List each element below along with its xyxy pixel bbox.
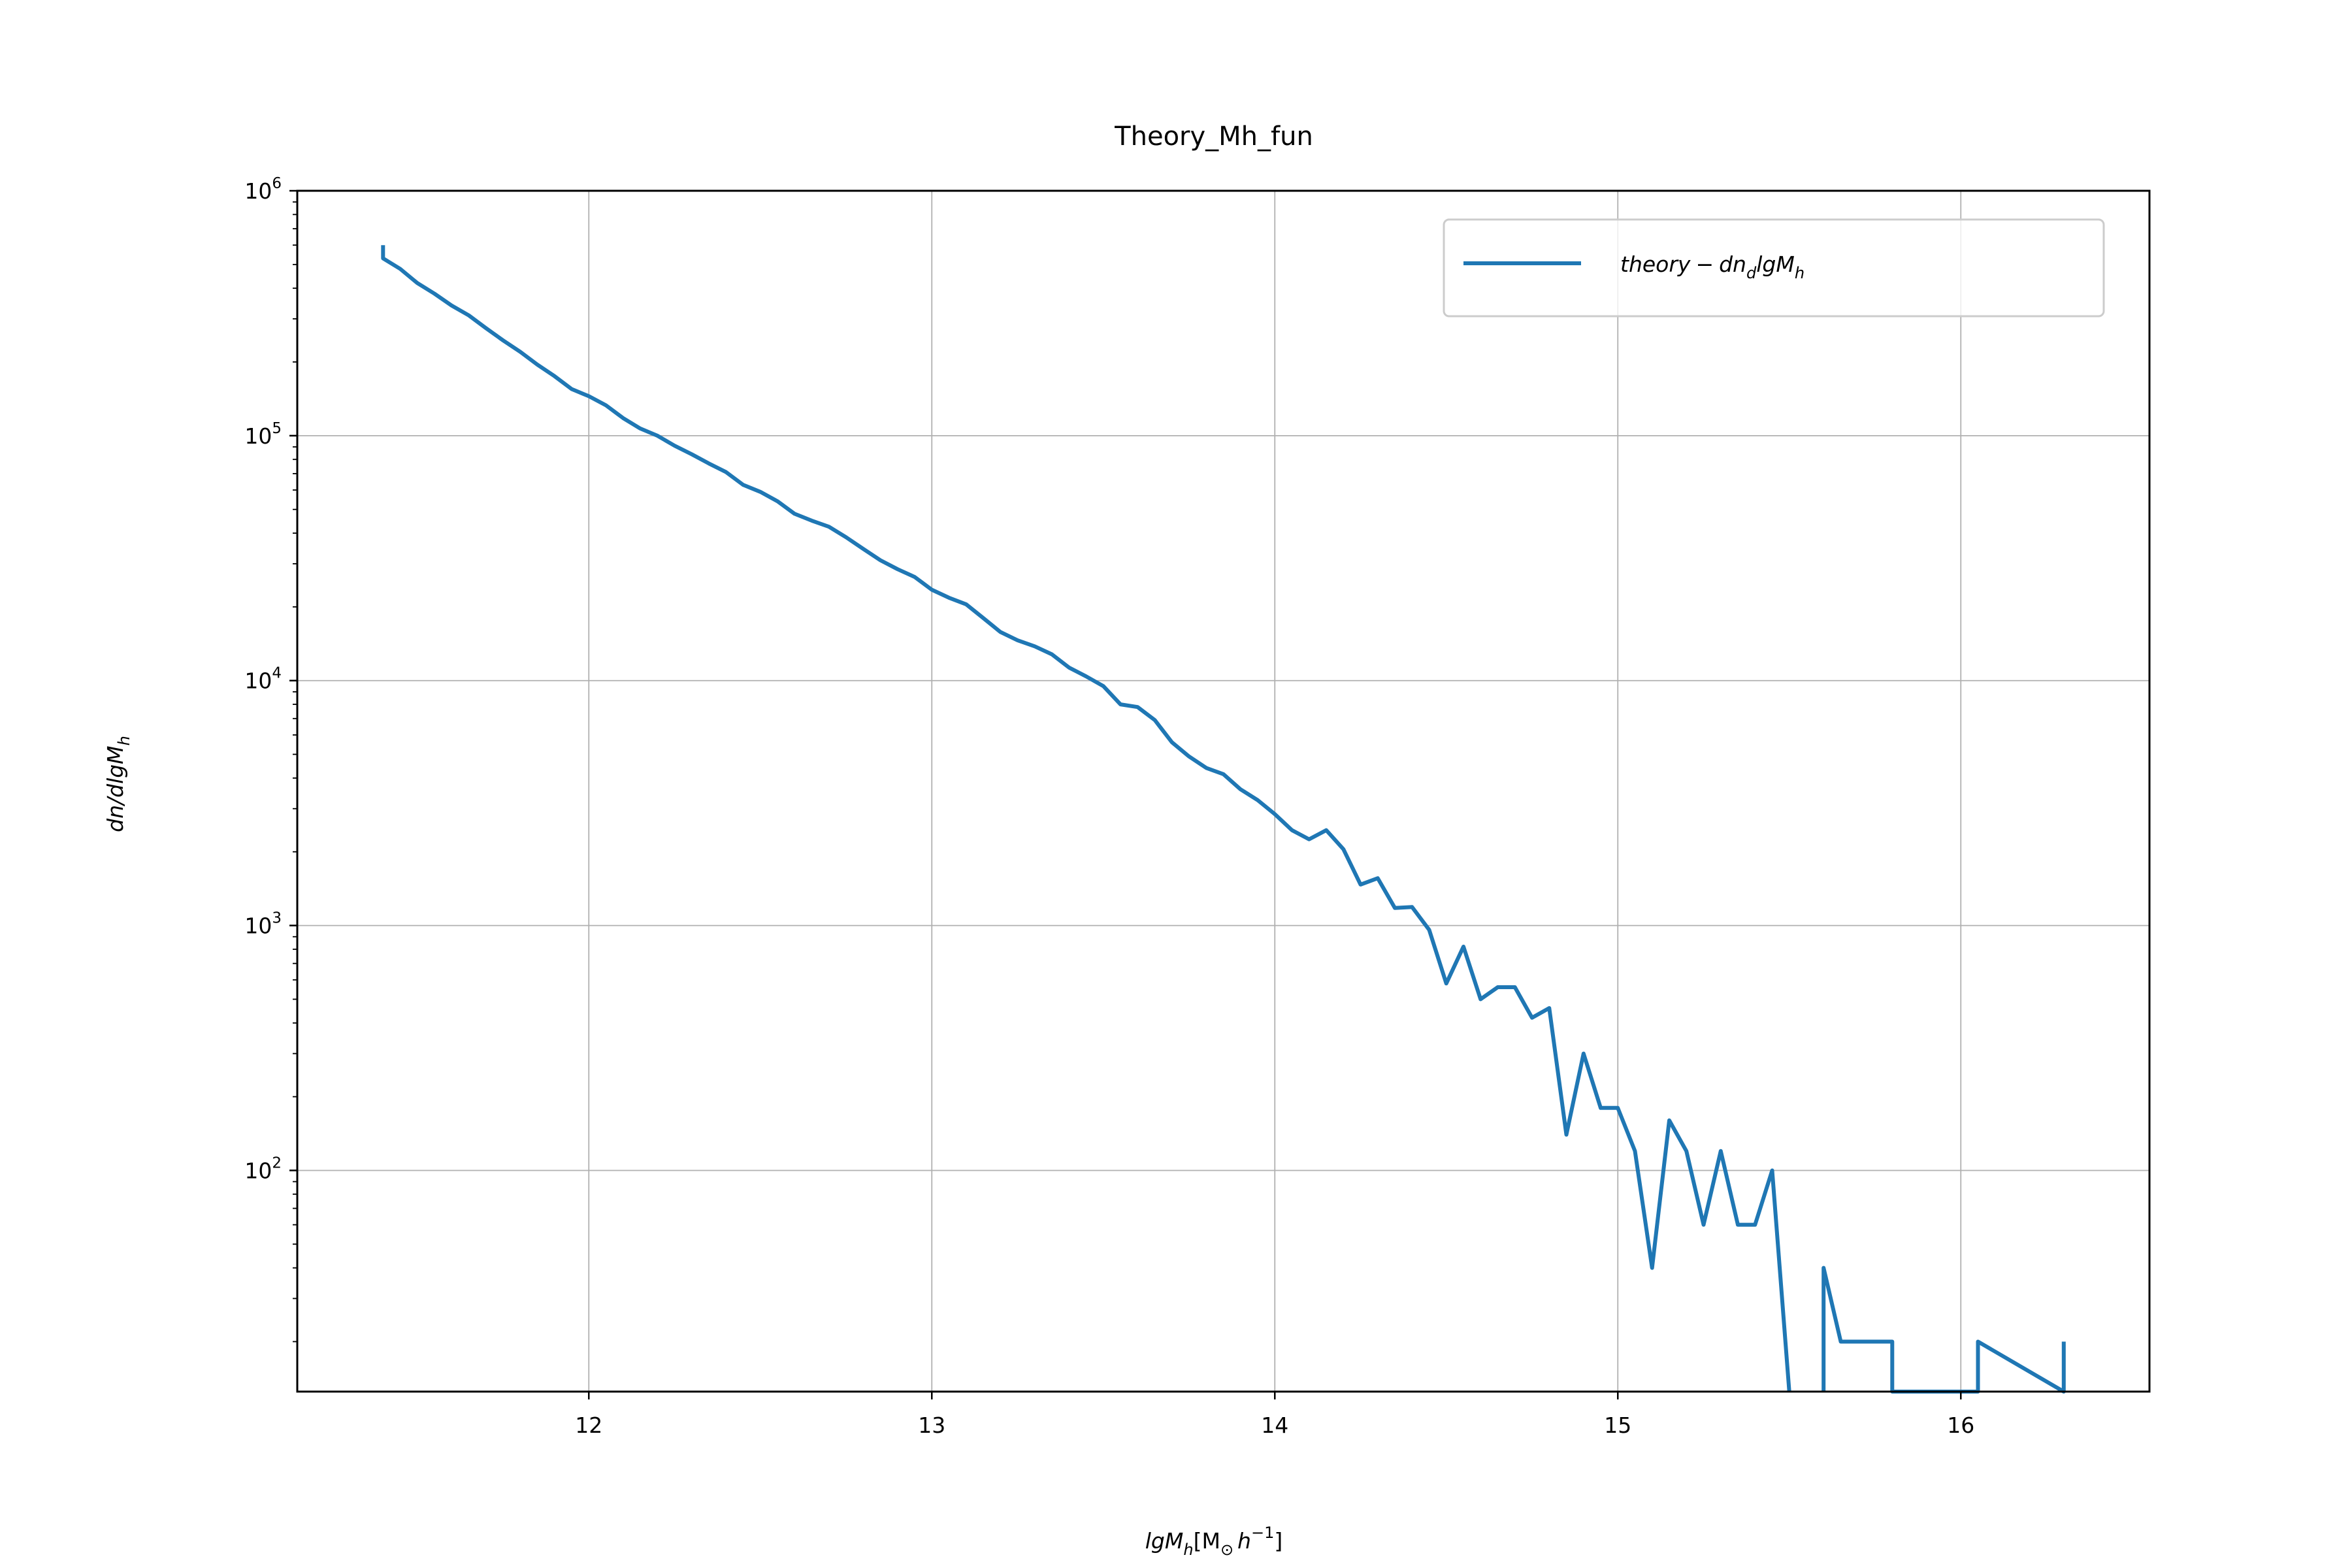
grid bbox=[297, 191, 2149, 1392]
x-tick-label: 14 bbox=[1261, 1413, 1288, 1438]
plot-area bbox=[381, 245, 2066, 1394]
y-axis-label: dn/dlgMh bbox=[103, 736, 133, 832]
legend: theory − dndlgMh bbox=[1443, 218, 2105, 318]
x-tick-label: 12 bbox=[575, 1413, 602, 1438]
x-label-lgm: lgM bbox=[1145, 1528, 1184, 1554]
y-tick-label: 103 bbox=[244, 910, 282, 939]
series-line bbox=[381, 245, 1791, 1392]
y-tick-label: 105 bbox=[244, 420, 282, 449]
x-label-h: h bbox=[1237, 1528, 1251, 1554]
y-tick-label: 102 bbox=[244, 1154, 282, 1183]
y-tick-label: 104 bbox=[244, 665, 282, 694]
y-tick-label: 106 bbox=[244, 175, 282, 204]
chart-title: Theory_Mh_fun bbox=[1114, 122, 1313, 152]
x-tick-label: 16 bbox=[1947, 1413, 1974, 1438]
legend-label-sub-d: d bbox=[1746, 264, 1757, 282]
legend-label-minus: − bbox=[1695, 252, 1714, 277]
legend-box bbox=[1443, 218, 2105, 318]
x-tick-label: 13 bbox=[918, 1413, 945, 1438]
legend-label-theory: theory bbox=[1620, 252, 1691, 277]
x-tick-label: 15 bbox=[1604, 1413, 1631, 1438]
x-label-exp: −1 bbox=[1251, 1524, 1274, 1542]
series-line bbox=[1821, 1266, 2066, 1394]
ticks: 12 13 14 15 16 102 103 104 105 106 bbox=[244, 175, 1974, 1438]
legend-label-sub-h: h bbox=[1795, 264, 1805, 282]
y-label-sub-h: h bbox=[115, 736, 133, 745]
legend-label-dn: dn bbox=[1719, 252, 1746, 277]
axes-frame bbox=[296, 189, 2151, 1393]
x-label-sub-h: h bbox=[1183, 1541, 1193, 1559]
x-label-bracket: [M bbox=[1194, 1528, 1220, 1554]
legend-label: theory − dndlgMh bbox=[1620, 252, 1805, 282]
y-label-main: dn/dlgM bbox=[103, 745, 128, 832]
x-axis-label: lgMh[M⊙ h−1] bbox=[1145, 1524, 1282, 1559]
legend-label-lgm: lgM bbox=[1756, 252, 1795, 277]
x-label-sun: ⊙ bbox=[1220, 1541, 1233, 1559]
x-label-close: ] bbox=[1274, 1528, 1282, 1554]
